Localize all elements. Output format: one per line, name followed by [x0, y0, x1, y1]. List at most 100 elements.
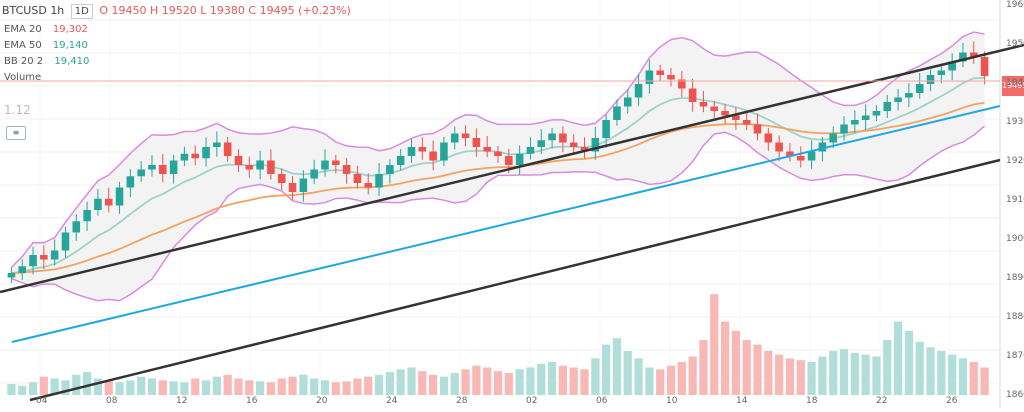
volume-bar [483, 367, 492, 395]
volume-bar [861, 354, 870, 395]
candle-body [732, 115, 740, 120]
volume-bar [666, 365, 676, 395]
indicator-value: 19,302 [52, 24, 88, 35]
candle-body [894, 97, 902, 102]
volume-bar [699, 340, 708, 395]
volume-bar [72, 374, 81, 395]
indicator-value: 19,140 [52, 40, 88, 51]
time-axis-label: 26 [946, 396, 958, 406]
time-axis-label: 02 [526, 396, 538, 406]
candle-body [364, 183, 373, 188]
price-axis-label: 18700 [1006, 351, 1024, 361]
volume-bar [299, 374, 308, 395]
volume-bar [872, 356, 881, 395]
volume-bar [656, 369, 665, 395]
volume-bar [645, 367, 654, 395]
candle-body [645, 70, 654, 84]
price-axis-label: 19400 [1006, 78, 1024, 88]
candle-body [948, 61, 956, 71]
volume-bar [18, 385, 27, 395]
volume-bar [126, 380, 135, 395]
volume-bar [137, 376, 146, 395]
symbol-label[interactable]: BTCUSD [2, 4, 47, 17]
candle-body [332, 160, 340, 165]
candle-body [602, 120, 610, 138]
candle-body [883, 102, 892, 111]
channel-lower-line [29, 158, 1001, 402]
indicator-row[interactable]: EMA 20 19,302 [4, 24, 88, 36]
volume-bar [82, 372, 92, 395]
candle-body [386, 165, 394, 174]
candle-body [72, 221, 81, 233]
volume-bar [169, 381, 178, 395]
candle-body [202, 147, 210, 159]
indicator-label: EMA 50 [4, 40, 42, 51]
volume-bar [818, 356, 827, 395]
collapse-toggle-icon[interactable]: ≡ [6, 126, 26, 140]
candle-body [213, 142, 221, 147]
candle-body [537, 140, 546, 147]
volume-bar [883, 340, 892, 395]
volume-bar [310, 378, 319, 395]
channel-upper-line [0, 43, 1024, 294]
candle-body [429, 151, 437, 161]
price-axis-label: 18900 [1006, 273, 1024, 283]
candle-body [623, 97, 632, 107]
volume-bar [266, 382, 276, 395]
volume-bar [115, 382, 124, 395]
candle-body [126, 176, 135, 188]
volume-bar [537, 363, 546, 395]
candle-body [299, 178, 308, 192]
time-axis-label: 14 [736, 396, 748, 406]
candle-body [764, 133, 773, 143]
indicator-row[interactable]: BB 20 2 19,410 [4, 56, 89, 68]
candle-body [505, 156, 513, 165]
candle-body [18, 266, 27, 273]
ohlc-low: L 19380 [200, 4, 245, 17]
candle-body [775, 142, 783, 152]
candle-body [137, 169, 145, 177]
candle-body [872, 111, 881, 116]
candle-body [407, 147, 416, 156]
volume-bar [396, 369, 405, 395]
indicator-label: Volume [4, 72, 42, 83]
candle-body [267, 160, 275, 174]
interval-label[interactable]: 1h [50, 4, 65, 17]
chart-header: BTCUSD 1h 1D O 19450 H 19520 L 19380 C 1… [2, 4, 351, 19]
ohlc-close: C 19495 (+0.23%) [248, 4, 351, 17]
volume-bar [580, 369, 589, 395]
candle-body [191, 153, 200, 159]
price-axis-label: 19300 [1006, 117, 1024, 127]
price-axis-label: 19100 [1006, 195, 1024, 205]
volume-bar [807, 362, 816, 395]
candle-body [83, 210, 91, 222]
candle-body [461, 133, 470, 138]
candle-body [829, 133, 837, 143]
volume-bar [418, 371, 427, 395]
candle-body [288, 183, 297, 192]
time-axis-label: 16 [246, 396, 258, 406]
candle-body [861, 115, 870, 120]
volume-bar [591, 358, 600, 395]
volume-bar [958, 358, 968, 395]
indicator-row[interactable]: EMA 50 19,140 [4, 40, 88, 52]
candle-body [418, 147, 427, 152]
volume-bar [191, 378, 200, 395]
candle-body [148, 165, 156, 170]
ohlc-high: H 19520 [150, 4, 197, 17]
candle-body [699, 102, 708, 107]
indicator-row[interactable]: Volume [4, 72, 41, 84]
time-axis-label: 18 [806, 396, 818, 406]
volume-bar [677, 362, 686, 395]
time-axis-label: 22 [876, 396, 888, 406]
candle-body [678, 79, 686, 89]
volume-bar [245, 380, 254, 395]
timeframe-box[interactable]: 1D [70, 4, 93, 19]
candle-body [786, 151, 794, 156]
volume-bar [147, 378, 157, 395]
volume-bar [256, 381, 265, 395]
volume-bar [526, 367, 535, 395]
candle-body [256, 160, 264, 170]
